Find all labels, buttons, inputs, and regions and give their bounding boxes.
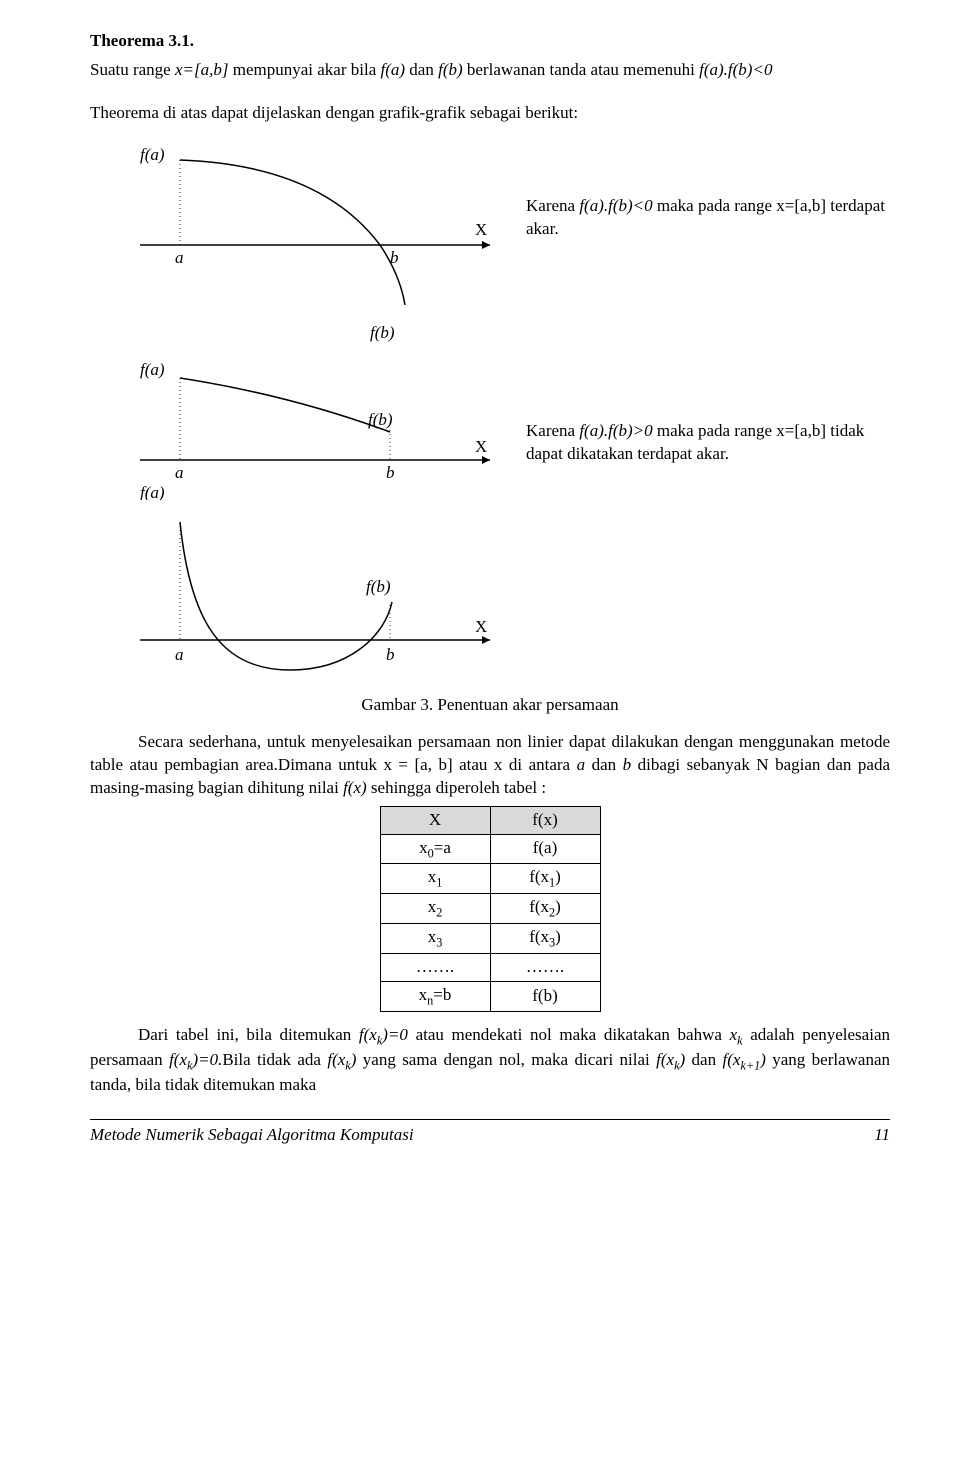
- table-row: x1 f(x1): [380, 864, 600, 894]
- fig2-fa-bottom-label: f(a): [140, 483, 165, 500]
- table-header-x: X: [380, 806, 490, 834]
- fig1-b-label: b: [390, 248, 399, 267]
- page-footer: Metode Numerik Sebagai Algoritma Komputa…: [90, 1124, 890, 1147]
- table-row: ……. …….: [380, 954, 600, 982]
- figure-1: f(a) a b X Karena f(a).f(b)<0 maka pada …: [90, 135, 890, 310]
- table-header-fx: f(x): [490, 806, 600, 834]
- fig2-a-label: a: [175, 463, 184, 482]
- figure-3-svg: f(b) a b X: [90, 510, 520, 690]
- fig1-a-label: a: [175, 248, 184, 267]
- body-paragraph-2: Dari tabel ini, bila ditemukan f(xk)=0 a…: [90, 1024, 890, 1097]
- figure-2-svg: f(b) f(a) f(b) a b X f(a): [90, 320, 520, 500]
- table-row: xn=b f(b): [380, 982, 600, 1012]
- intro-line: Theorema di atas dapat dijelaskan dengan…: [90, 102, 890, 125]
- fig2-fa-label: f(a): [140, 360, 165, 379]
- figure-1-svg: f(a) a b X: [90, 135, 520, 310]
- table-row: x0=a f(a): [380, 834, 600, 864]
- body-paragraph-1: Secara sederhana, untuk menyelesaikan pe…: [90, 731, 890, 800]
- footer-title: Metode Numerik Sebagai Algoritma Komputa…: [90, 1124, 414, 1147]
- footer-page-number: 11: [874, 1124, 890, 1147]
- theorem-statement: Suatu range x=[a,b] mempunyai akar bila …: [90, 59, 890, 82]
- figure-2-desc: Karena f(a).f(b)>0 maka pada range x=[a,…: [520, 320, 890, 466]
- figure-2: f(b) f(a) f(b) a b X f(a) Karena f(a).f(…: [90, 320, 890, 500]
- figure-caption: Gambar 3. Penentuan akar persamaan: [90, 694, 890, 717]
- fig3-a-label: a: [175, 645, 184, 664]
- table-row: x3 f(x3): [380, 924, 600, 954]
- footer-rule: [90, 1119, 890, 1120]
- fig1-x-label: X: [475, 220, 487, 239]
- table-header-row: X f(x): [380, 806, 600, 834]
- figure-1-desc: Karena f(a).f(b)<0 maka pada range x=[a,…: [520, 135, 890, 241]
- fig3-b-label: b: [386, 645, 395, 664]
- fig3-fb-label: f(b): [366, 577, 391, 596]
- fig3-x-label: X: [475, 617, 487, 636]
- figure-3: f(b) a b X Gambar 3. Penentuan akar pers…: [90, 510, 890, 717]
- fig2-x-label: X: [475, 437, 487, 456]
- fig2-b-label: b: [386, 463, 395, 482]
- table-row: x2 f(x2): [380, 894, 600, 924]
- fig1-fa-label: f(a): [140, 145, 165, 164]
- value-table: X f(x) x0=a f(a) x1 f(x1) x2 f(x2) x3 f(…: [380, 806, 601, 1012]
- theorem-title: Theorema 3.1.: [90, 30, 890, 53]
- fig2-fb-label: f(b): [368, 410, 393, 429]
- fig2-fb-top-label: f(b): [370, 323, 395, 342]
